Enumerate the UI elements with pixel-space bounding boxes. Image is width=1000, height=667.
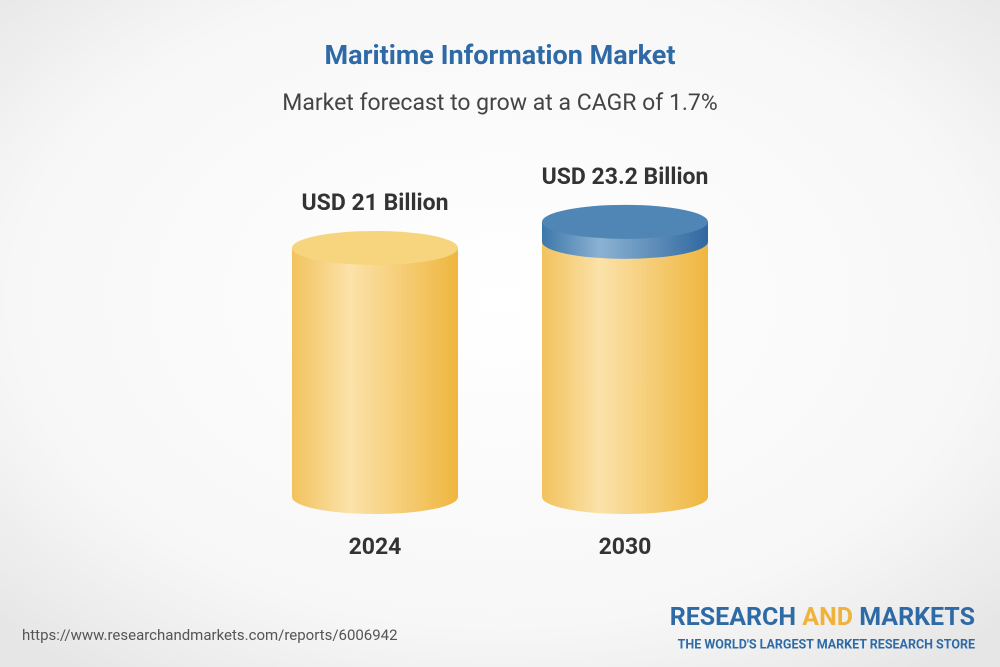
value-label: USD 23.2 Billion [542, 163, 709, 190]
source-url[interactable]: https://www.researchandmarkets.com/repor… [22, 626, 398, 644]
cylinder-body [542, 221, 708, 514]
chart-subtitle: Market forecast to grow at a CAGR of 1.7… [282, 89, 717, 116]
value-label: USD 21 Billion [302, 189, 449, 216]
brand-word: AND [802, 603, 853, 632]
cylinder-body [292, 247, 458, 514]
brand-word: RESEARCH [670, 603, 796, 632]
cylinder-top [542, 204, 708, 239]
cylinder-top [292, 230, 458, 265]
plot: USD 21 Billion 2024 USD 23.2 Billion 2030 [292, 163, 708, 560]
chart-title: Maritime Information Market [325, 39, 676, 71]
cylinder [292, 230, 458, 514]
brand-tagline: THE WORLD'S LARGEST MARKET RESEARCH STOR… [678, 637, 975, 652]
x-tick-label: 2030 [599, 533, 652, 560]
brand-name: RESEARCH AND MARKETS [670, 603, 975, 632]
x-tick-label: 2024 [349, 533, 402, 560]
cylinder [542, 204, 708, 514]
brand-word: MARKETS [859, 603, 975, 632]
